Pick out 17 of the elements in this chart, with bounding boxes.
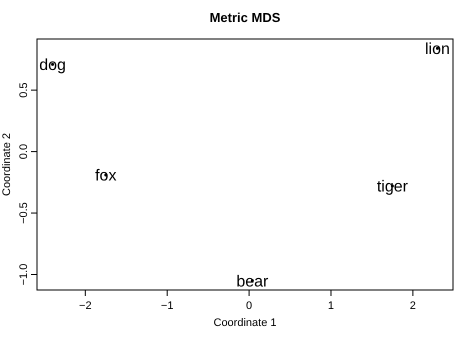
x-tick-label: 1: [328, 300, 334, 312]
data-label: tiger: [376, 178, 409, 196]
x-tick-label: −1: [160, 300, 174, 312]
y-tick-label: −1.0: [18, 264, 30, 286]
y-axis-title: Coordinate 2: [1, 133, 13, 196]
x-tick-label: 0: [246, 300, 252, 312]
x-tick-label: −2: [79, 300, 92, 312]
y-tick-label: 0.0: [18, 144, 30, 160]
data-label: fox: [95, 168, 116, 185]
data-label: dog: [39, 56, 66, 74]
data-label: bear: [236, 273, 270, 290]
y-tick-label: 0.5: [18, 82, 30, 98]
y-tick-label: −0.5: [18, 202, 30, 224]
x-tick-label: 2: [410, 300, 416, 312]
data-label: lion: [424, 40, 450, 58]
chart-title: Metric MDS: [210, 10, 281, 25]
x-axis-title: Coordinate 1: [214, 317, 276, 329]
